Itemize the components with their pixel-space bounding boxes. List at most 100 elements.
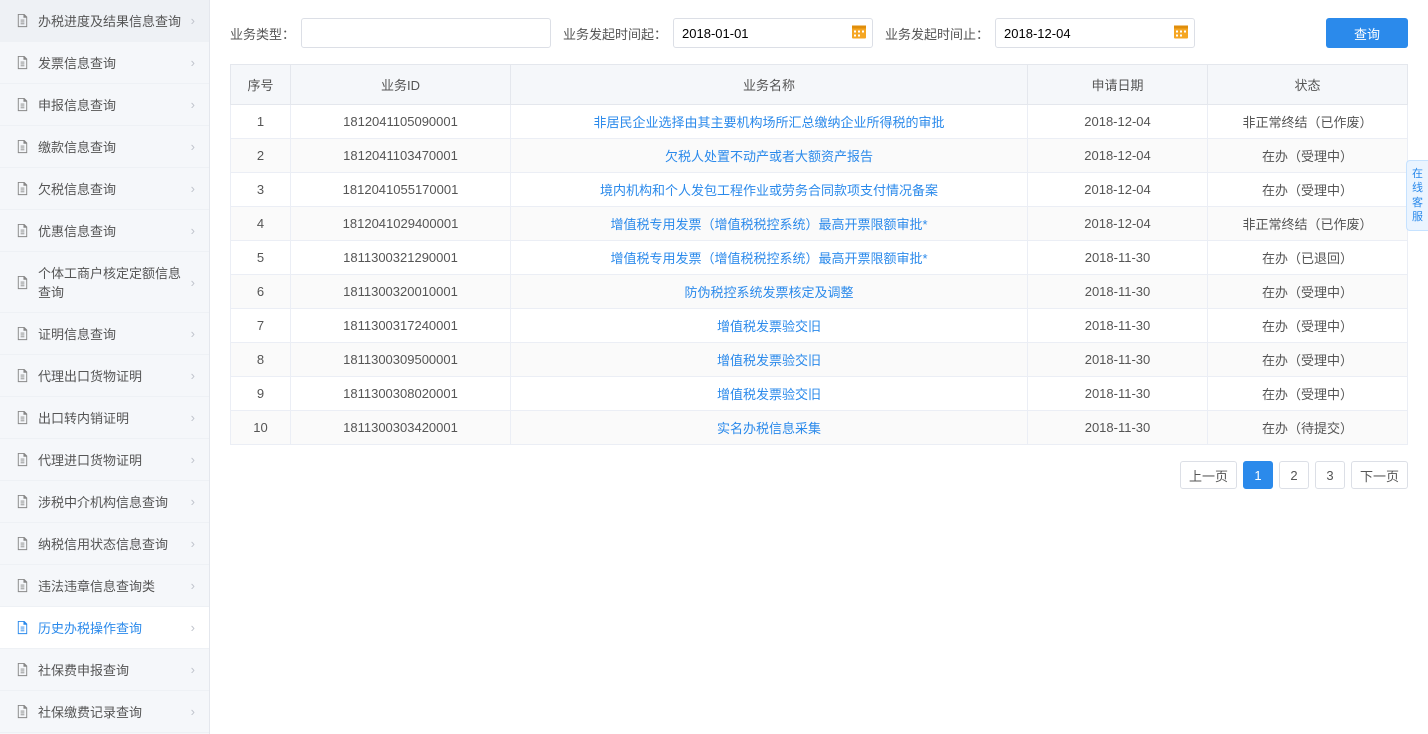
filter-type-input[interactable]: [301, 18, 551, 48]
chevron-right-icon: ›: [191, 452, 195, 467]
cell-name: 增值税发票验交旧: [511, 377, 1028, 411]
chevron-right-icon: ›: [191, 55, 195, 70]
cell-id: 1811300320010001: [291, 275, 511, 309]
sidebar-item-15[interactable]: 社保费申报查询›: [0, 649, 209, 691]
cell-date: 2018-12-04: [1028, 207, 1208, 241]
filter-end-label: 业务发起时间止：: [885, 24, 989, 43]
chevron-right-icon: ›: [191, 139, 195, 154]
chevron-right-icon: ›: [191, 578, 195, 593]
sidebar-item-12[interactable]: 纳税信用状态信息查询›: [0, 523, 209, 565]
table-row: 21812041103470001欠税人处置不动产或者大额资产报告2018-12…: [231, 139, 1408, 173]
debt-icon: [14, 181, 30, 197]
col-header-4: 状态: [1208, 65, 1408, 105]
business-name-link[interactable]: 防伪税控系统发票核定及调整: [684, 285, 853, 300]
credit-icon: [14, 536, 30, 552]
cell-status: 在办（受理中）: [1208, 139, 1408, 173]
sidebar-item-label: 证明信息查询: [38, 324, 191, 343]
prev-page-button[interactable]: 上一页: [1180, 461, 1237, 489]
cell-name: 境内机构和个人发包工程作业或劳务合同款项支付情况备案: [511, 173, 1028, 207]
chevron-right-icon: ›: [191, 536, 195, 551]
business-name-link[interactable]: 非居民企业选择由其主要机构场所汇总缴纳企业所得税的审批: [593, 115, 944, 130]
sidebar-item-4[interactable]: 欠税信息查询›: [0, 168, 209, 210]
business-name-link[interactable]: 增值税专用发票（增值税税控系统）最高开票限额审批*: [610, 251, 927, 266]
filter-end-group: 业务发起时间止：: [885, 18, 1195, 48]
sidebar-item-9[interactable]: 出口转内销证明›: [0, 397, 209, 439]
business-name-link[interactable]: 境内机构和个人发包工程作业或劳务合同款项支付情况备案: [600, 183, 938, 198]
filter-type-group: 业务类型：: [230, 18, 551, 48]
sidebar-item-6[interactable]: 个体工商户核定定额信息查询›: [0, 252, 209, 313]
query-button[interactable]: 查询: [1326, 18, 1408, 48]
cell-date: 2018-11-30: [1028, 377, 1208, 411]
sidebar-item-8[interactable]: 代理出口货物证明›: [0, 355, 209, 397]
cell-date: 2018-11-30: [1028, 411, 1208, 445]
agency-icon: [14, 494, 30, 510]
sidebar-item-label: 纳税信用状态信息查询: [38, 534, 191, 553]
cell-id: 1811300317240001: [291, 309, 511, 343]
filter-start-label: 业务发起时间起：: [563, 24, 667, 43]
cell-seq: 9: [231, 377, 291, 411]
table-row: 11812041105090001非居民企业选择由其主要机构场所汇总缴纳企业所得…: [231, 105, 1408, 139]
export-in-icon: [14, 410, 30, 426]
cell-status: 非正常终结（已作废）: [1208, 207, 1408, 241]
page-button-2[interactable]: 2: [1279, 461, 1309, 489]
chevron-right-icon: ›: [191, 97, 195, 112]
cell-id: 1811300321290001: [291, 241, 511, 275]
business-name-link[interactable]: 增值税发票验交旧: [717, 319, 821, 334]
table-row: 81811300309500001增值税发票验交旧2018-11-30在办（受理…: [231, 343, 1408, 377]
table-row: 51811300321290001增值税专用发票（增值税税控系统）最高开票限额审…: [231, 241, 1408, 275]
sidebar-item-14[interactable]: 历史办税操作查询›: [0, 607, 209, 649]
business-name-link[interactable]: 增值税发票验交旧: [717, 387, 821, 402]
cell-seq: 1: [231, 105, 291, 139]
chevron-right-icon: ›: [191, 326, 195, 341]
sidebar-item-0[interactable]: 办税进度及结果信息查询›: [0, 0, 209, 42]
online-service-tab[interactable]: 在线客服: [1406, 160, 1428, 231]
sidebar-item-label: 办税进度及结果信息查询: [38, 11, 191, 30]
col-header-2: 业务名称: [511, 65, 1028, 105]
sidebar-item-label: 优惠信息查询: [38, 221, 191, 240]
cell-status: 在办（已退回）: [1208, 241, 1408, 275]
table-row: 41812041029400001增值税专用发票（增值税税控系统）最高开票限额审…: [231, 207, 1408, 241]
history-icon: [14, 620, 30, 636]
filter-bar: 业务类型： 业务发起时间起： 业务发起时间止：: [230, 18, 1408, 48]
filter-end-input[interactable]: [995, 18, 1195, 48]
sidebar-item-7[interactable]: 证明信息查询›: [0, 313, 209, 355]
results-table: 序号业务ID业务名称申请日期状态 11812041105090001非居民企业选…: [230, 64, 1408, 445]
filter-start-input[interactable]: [673, 18, 873, 48]
sidebar-item-1[interactable]: 发票信息查询›: [0, 42, 209, 84]
sidebar-item-label: 违法违章信息查询类: [38, 576, 191, 595]
business-name-link[interactable]: 增值税发票验交旧: [717, 353, 821, 368]
sidebar-item-16[interactable]: 社保缴费记录查询›: [0, 691, 209, 733]
doc-search-icon: [14, 13, 30, 29]
violation-icon: [14, 578, 30, 594]
cell-date: 2018-11-30: [1028, 275, 1208, 309]
cell-seq: 8: [231, 343, 291, 377]
sidebar-item-13[interactable]: 违法违章信息查询类›: [0, 565, 209, 607]
sidebar-item-5[interactable]: 优惠信息查询›: [0, 210, 209, 252]
sidebar-item-label: 出口转内销证明: [38, 408, 191, 427]
sidebar-item-10[interactable]: 代理进口货物证明›: [0, 439, 209, 481]
sidebar-item-label: 涉税中介机构信息查询: [38, 492, 191, 511]
cell-date: 2018-11-30: [1028, 343, 1208, 377]
cell-id: 1811300308020001: [291, 377, 511, 411]
business-name-link[interactable]: 实名办税信息采集: [717, 421, 821, 436]
page-button-1[interactable]: 1: [1243, 461, 1273, 489]
business-name-link[interactable]: 增值税专用发票（增值税税控系统）最高开票限额审批*: [610, 217, 927, 232]
chevron-right-icon: ›: [191, 223, 195, 238]
cell-name: 实名办税信息采集: [511, 411, 1028, 445]
next-page-button[interactable]: 下一页: [1351, 461, 1408, 489]
table-header-row: 序号业务ID业务名称申请日期状态: [231, 65, 1408, 105]
sidebar-item-label: 社保缴费记录查询: [38, 702, 191, 721]
sidebar-item-label: 欠税信息查询: [38, 179, 191, 198]
sidebar-item-2[interactable]: 申报信息查询›: [0, 84, 209, 126]
sidebar-item-11[interactable]: 涉税中介机构信息查询›: [0, 481, 209, 523]
cell-name: 增值税专用发票（增值税税控系统）最高开票限额审批*: [511, 241, 1028, 275]
cell-seq: 6: [231, 275, 291, 309]
page-button-3[interactable]: 3: [1315, 461, 1345, 489]
cell-seq: 10: [231, 411, 291, 445]
cell-status: 在办（受理中）: [1208, 173, 1408, 207]
cell-status: 在办（待提交）: [1208, 411, 1408, 445]
business-name-link[interactable]: 欠税人处置不动产或者大额资产报告: [665, 149, 873, 164]
chevron-right-icon: ›: [191, 275, 195, 290]
sidebar-item-3[interactable]: 缴款信息查询›: [0, 126, 209, 168]
chevron-right-icon: ›: [191, 494, 195, 509]
